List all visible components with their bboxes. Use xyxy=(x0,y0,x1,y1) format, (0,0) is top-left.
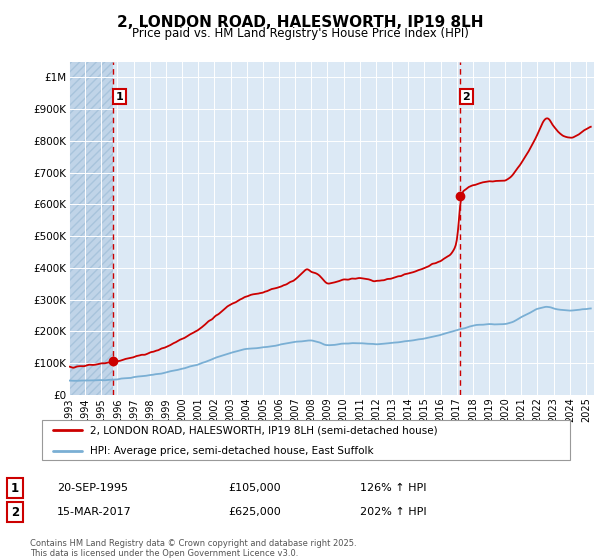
Text: HPI: Average price, semi-detached house, East Suffolk: HPI: Average price, semi-detached house,… xyxy=(89,446,373,456)
Text: Price paid vs. HM Land Registry's House Price Index (HPI): Price paid vs. HM Land Registry's House … xyxy=(131,27,469,40)
Text: 15-MAR-2017: 15-MAR-2017 xyxy=(57,507,132,517)
FancyBboxPatch shape xyxy=(42,420,570,460)
Text: 1: 1 xyxy=(115,92,123,101)
Bar xyxy=(69,62,113,395)
Text: 2: 2 xyxy=(463,92,470,101)
Text: 126% ↑ HPI: 126% ↑ HPI xyxy=(360,483,427,493)
Text: £105,000: £105,000 xyxy=(228,483,281,493)
Text: 1: 1 xyxy=(11,482,19,495)
Text: 20-SEP-1995: 20-SEP-1995 xyxy=(57,483,128,493)
Text: Contains HM Land Registry data © Crown copyright and database right 2025.
This d: Contains HM Land Registry data © Crown c… xyxy=(30,539,356,558)
Text: 202% ↑ HPI: 202% ↑ HPI xyxy=(360,507,427,517)
Text: 2, LONDON ROAD, HALESWORTH, IP19 8LH (semi-detached house): 2, LONDON ROAD, HALESWORTH, IP19 8LH (se… xyxy=(89,426,437,436)
Text: 2: 2 xyxy=(11,506,19,519)
Text: 2, LONDON ROAD, HALESWORTH, IP19 8LH: 2, LONDON ROAD, HALESWORTH, IP19 8LH xyxy=(117,15,483,30)
Text: £625,000: £625,000 xyxy=(228,507,281,517)
